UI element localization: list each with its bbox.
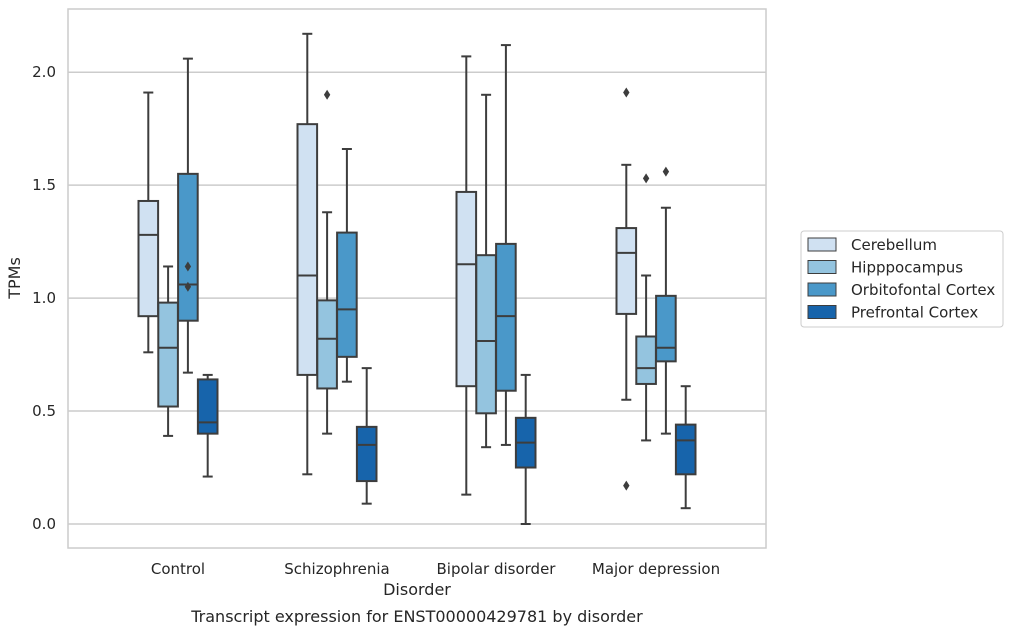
plot-frame bbox=[67, 8, 767, 549]
box-bipolar-disorder bbox=[514, 373, 537, 525]
legend-swatch bbox=[807, 282, 837, 297]
box-iqr bbox=[355, 425, 378, 483]
outlier-point bbox=[323, 89, 331, 100]
legend-item: Prefrontal Cortex bbox=[807, 304, 978, 322]
x-tick-label: Bipolar disorder bbox=[437, 560, 557, 578]
x-tick-label: Major depression bbox=[592, 560, 720, 578]
series-prefrontal-cortex bbox=[196, 367, 697, 525]
legend-item: Hipppocampus bbox=[807, 259, 963, 277]
box-iqr bbox=[196, 378, 219, 435]
outlier-point bbox=[184, 281, 192, 292]
box-iqr bbox=[655, 294, 677, 363]
box-control bbox=[137, 91, 160, 354]
figure-caption: Transcript expression for ENST0000042978… bbox=[190, 607, 643, 626]
y-tick-label: 2.0 bbox=[32, 63, 56, 81]
box-schizophrenia bbox=[316, 89, 338, 435]
box-major-depression bbox=[655, 166, 677, 435]
legend-item: Orbitofontal Cortex bbox=[807, 281, 995, 299]
x-tick-labels: Control Schizophrenia Bipolar disorder Majo… bbox=[151, 560, 720, 578]
outlier-point bbox=[623, 480, 630, 491]
legend-label: Prefrontal Cortex bbox=[851, 304, 978, 322]
legend-label: Cerebellum bbox=[851, 236, 937, 254]
box-schizophrenia bbox=[336, 148, 358, 383]
series-orbitofontal-cortex bbox=[177, 44, 677, 446]
y-tick-label: 0.5 bbox=[32, 402, 56, 420]
box-bipolar-disorder bbox=[475, 93, 497, 449]
box-bipolar-disorder bbox=[455, 55, 478, 496]
box-iqr bbox=[635, 335, 657, 385]
box-control bbox=[196, 373, 219, 478]
legend-frame bbox=[800, 230, 1004, 328]
legend-swatch bbox=[807, 237, 837, 252]
box-iqr bbox=[296, 123, 319, 376]
legend-entries: Cerebellum Hipppocampus Orbitofontal Corte… bbox=[807, 236, 995, 322]
box-iqr bbox=[615, 227, 638, 315]
x-axis-title: Disorder bbox=[383, 580, 451, 599]
y-tick-labels: 0.0 0.5 1.0 1.5 2.0 bbox=[32, 63, 56, 533]
box-major-depression bbox=[615, 87, 638, 491]
y-tick-label: 1.5 bbox=[32, 176, 56, 194]
box-iqr bbox=[177, 172, 199, 322]
box-control bbox=[177, 57, 199, 374]
box-iqr bbox=[157, 301, 179, 408]
y-tick-label: 0.0 bbox=[32, 515, 56, 533]
box-iqr bbox=[475, 254, 497, 415]
box-schizophrenia bbox=[296, 32, 319, 476]
y-axis-title: TPMs bbox=[5, 257, 24, 300]
box-schizophrenia bbox=[355, 367, 378, 505]
box-iqr bbox=[137, 199, 160, 318]
box-bipolar-disorder bbox=[495, 44, 517, 446]
x-tick-label: Schizophrenia bbox=[284, 560, 389, 578]
box-control bbox=[157, 265, 179, 437]
outlier-point bbox=[184, 261, 192, 272]
box-major-depression bbox=[635, 173, 657, 442]
box-major-depression bbox=[674, 385, 697, 510]
box-iqr bbox=[336, 231, 358, 358]
legend: Cerebellum Hipppocampus Orbitofontal Corte… bbox=[800, 230, 1004, 328]
outlier-point bbox=[642, 173, 650, 184]
x-tick-label: Control bbox=[151, 560, 205, 578]
legend-swatch bbox=[807, 305, 837, 319]
box-iqr bbox=[455, 190, 478, 388]
box-iqr bbox=[495, 242, 517, 392]
legend-label: Orbitofontal Cortex bbox=[851, 281, 995, 299]
outlier-point bbox=[623, 87, 630, 98]
box-groups bbox=[137, 32, 697, 525]
y-tick-label: 1.0 bbox=[32, 289, 56, 307]
series-cerebellum bbox=[137, 32, 638, 496]
series-hipppocampus bbox=[157, 89, 657, 449]
legend-item: Cerebellum bbox=[807, 236, 937, 254]
box-iqr bbox=[674, 423, 697, 476]
legend-swatch bbox=[807, 260, 837, 274]
legend-label: Hipppocampus bbox=[851, 259, 963, 277]
outlier-point bbox=[662, 166, 670, 177]
box-iqr bbox=[316, 299, 338, 390]
